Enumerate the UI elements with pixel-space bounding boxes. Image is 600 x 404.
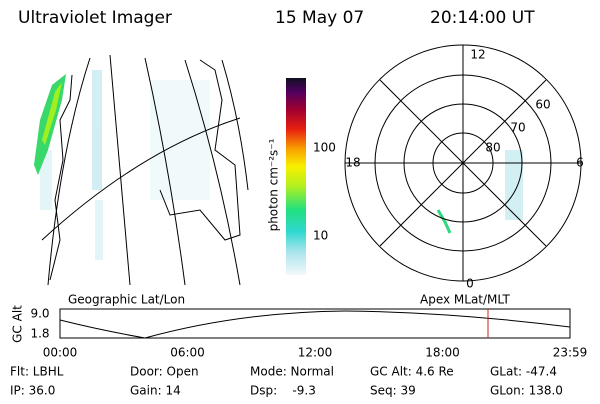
colorbar-tick: 100: [313, 141, 336, 155]
mlat-label: 60: [535, 98, 550, 112]
mlt-label: 12: [470, 48, 485, 62]
status-field: Flt: LBHL: [10, 365, 64, 379]
status-field: IP: 36.0: [10, 384, 55, 398]
x-tick-label: 00:00: [43, 346, 78, 360]
status-field: GC Alt: 4.6 Re: [370, 365, 454, 379]
colorbar-tick: 10: [313, 229, 328, 243]
mlat-label: 70: [510, 121, 525, 135]
x-tick-label: 18:00: [425, 346, 460, 360]
y-axis-label: GC Alt: [11, 305, 25, 343]
x-tick-label: 23:59: [553, 346, 588, 360]
date: 15 May 07: [275, 8, 364, 28]
status-field: Mode: Normal: [250, 365, 334, 379]
mlt-label: 6: [576, 156, 584, 170]
y-tick-label: 9.0: [30, 307, 49, 321]
y-tick-label: 1.8: [30, 327, 49, 341]
map-label: Geographic Lat/Lon: [68, 293, 185, 307]
instrument: Ultraviolet Imager: [18, 8, 172, 28]
colorbar-label: photon cm⁻²s⁻¹: [267, 138, 281, 231]
status-field: GLon: 138.0: [490, 384, 563, 398]
status-field: Seq: 39: [370, 384, 416, 398]
colorbar: [286, 78, 306, 275]
polar-panel: [344, 44, 582, 282]
polar-label: Apex MLat/MLT: [420, 293, 510, 307]
x-tick-label: 06:00: [170, 346, 205, 360]
status-field: Door: Open: [130, 365, 199, 379]
time: 20:14:00 UT: [430, 8, 535, 28]
status-field: Gain: 14: [130, 384, 181, 398]
altitude-plot: [59, 308, 571, 339]
status-field: Dsp: -9.3: [250, 384, 316, 398]
x-tick-label: 12:00: [298, 346, 333, 360]
mlt-label: 0: [466, 277, 474, 291]
status-field: GLat: -47.4: [490, 365, 557, 379]
map-panel: [34, 54, 249, 286]
mlat-label: 80: [485, 141, 500, 155]
mlt-label: 18: [345, 156, 360, 170]
